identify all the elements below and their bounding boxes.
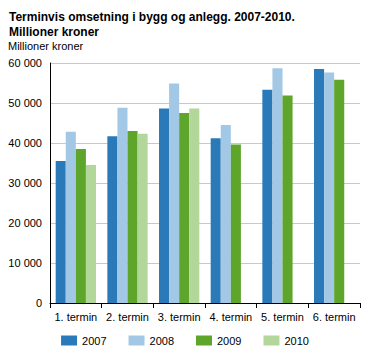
svg-text:40 000: 40 000 (8, 137, 42, 149)
svg-text:2008: 2008 (150, 335, 174, 347)
svg-text:4. termin: 4. termin (209, 311, 252, 323)
svg-text:1. termin: 1. termin (54, 311, 97, 323)
svg-text:Terminvis omsetning i bygg og: Terminvis omsetning i bygg og anlegg. 20… (9, 10, 295, 24)
svg-text:2009: 2009 (217, 335, 241, 347)
svg-text:60 000: 60 000 (8, 57, 42, 69)
svg-text:Millioner kroner: Millioner kroner (8, 40, 84, 52)
svg-text:2007: 2007 (82, 335, 106, 347)
svg-text:6. termin: 6. termin (313, 311, 356, 323)
svg-text:2. termin: 2. termin (106, 311, 149, 323)
svg-text:5. termin: 5. termin (261, 311, 304, 323)
svg-text:Millioner kroner: Millioner kroner (9, 25, 99, 39)
svg-text:50 000: 50 000 (8, 97, 42, 109)
svg-text:2010: 2010 (284, 335, 308, 347)
svg-text:3. termin: 3. termin (158, 311, 201, 323)
svg-text:30 000: 30 000 (8, 177, 42, 189)
svg-text:0: 0 (36, 297, 42, 309)
svg-text:10 000: 10 000 (8, 257, 42, 269)
svg-text:20 000: 20 000 (8, 217, 42, 229)
